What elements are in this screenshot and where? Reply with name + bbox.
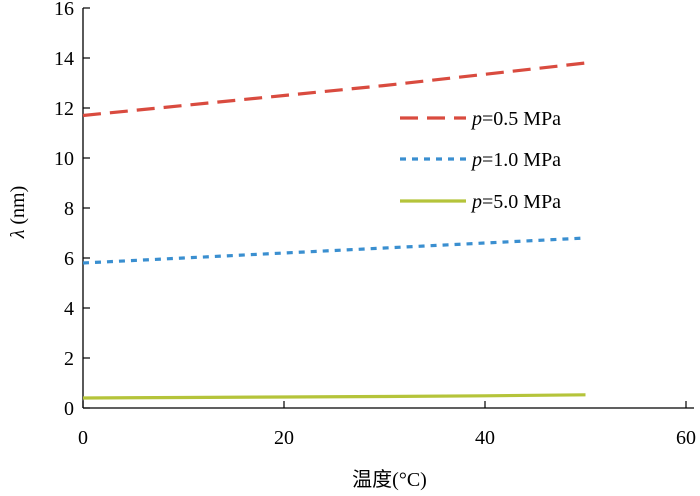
- y-tick-label: 10: [54, 148, 74, 170]
- x-tick-label: 60: [676, 427, 696, 449]
- y-tick-label: 12: [54, 98, 74, 120]
- legend-entry: p=1.0 MPa: [470, 149, 561, 171]
- legend: p=0.5 MPa p=1.0 MPa p=5.0 MPa: [400, 108, 561, 213]
- x-axis-label: 温度(°C): [352, 468, 427, 491]
- series-group: [82, 61, 586, 400]
- y-tick-label: 0: [64, 398, 74, 420]
- y-tick-label: 2: [64, 348, 74, 370]
- y-tick-label: 8: [64, 198, 74, 220]
- y-tick-label: 4: [64, 298, 74, 320]
- y-axis-label: λ (nm): [7, 186, 29, 240]
- legend-entry: p=0.5 MPa: [470, 108, 561, 130]
- y-tick-label: 14: [54, 48, 74, 70]
- x-tick-label: 40: [475, 427, 495, 449]
- x-tick-label: 0: [78, 427, 88, 449]
- series-line-1: [82, 61, 586, 118]
- axes: 0 2 4 6 8 10 12 14 16 0 20 40 60: [54, 0, 696, 449]
- series-line-2: [82, 236, 586, 265]
- x-tick-label: 20: [274, 427, 294, 449]
- series-line-3: [82, 393, 586, 400]
- y-tick-label: 6: [64, 248, 74, 270]
- legend-entry: p=5.0 MPa: [470, 191, 561, 213]
- y-tick-label: 16: [54, 0, 74, 20]
